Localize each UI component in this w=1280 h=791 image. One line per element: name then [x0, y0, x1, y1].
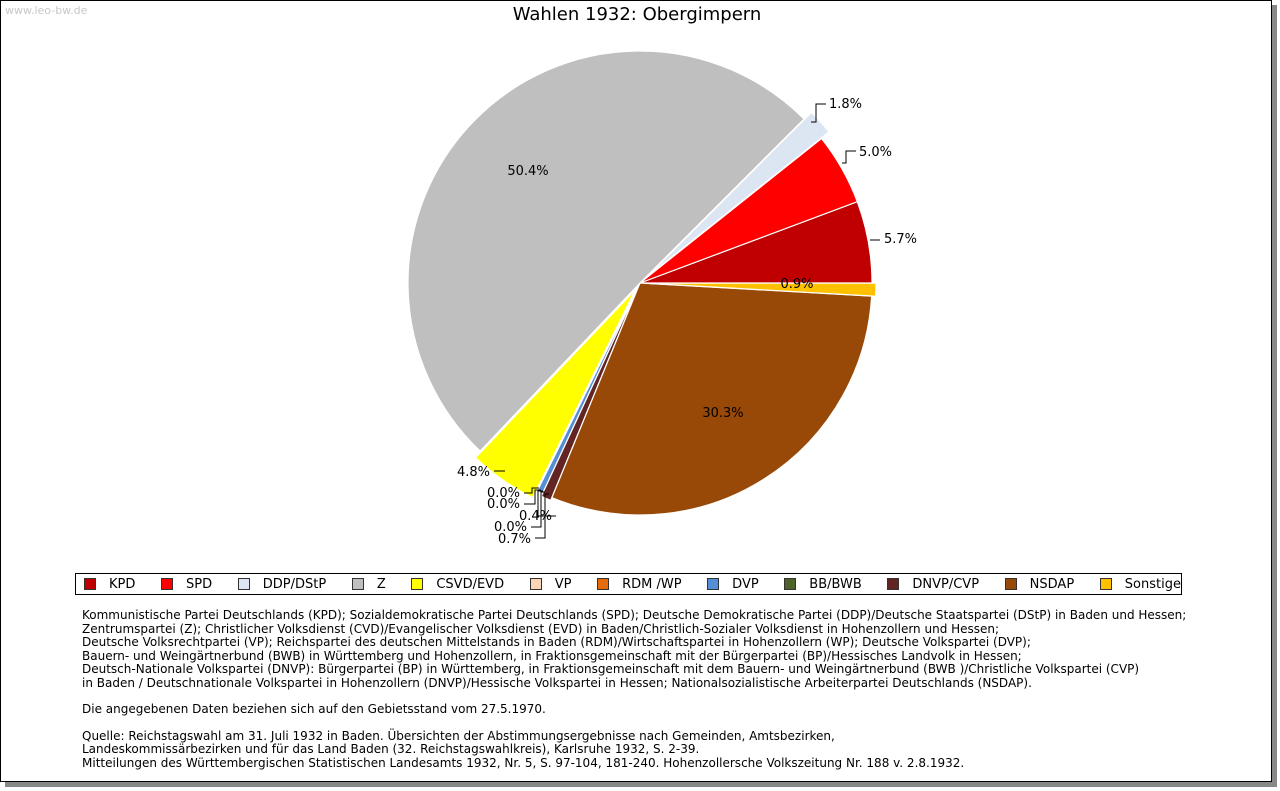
legend-label-vp: VP: [554, 576, 572, 592]
legend-label-z: Z: [376, 576, 386, 592]
note-parties-1: Kommunistische Partei Deutschlands (KPD)…: [82, 608, 1187, 622]
legend-label-dvp: DVP: [732, 576, 759, 592]
legend-label-kpd: KPD: [109, 576, 136, 592]
chart-title: Wahlen 1932: Obergimpern: [512, 4, 762, 25]
legend-label-ddp-dstp: DDP/DStP: [262, 576, 327, 592]
note-parties-6: in Baden / Deutschnationale Volkspartei …: [82, 675, 1032, 690]
data-label-kpd: 5.7%: [884, 232, 917, 247]
slice-spd: [639, 137, 859, 284]
legend-item-csvd-evd: CSVD/EVD: [411, 577, 504, 592]
note-source-3: Mitteilungen des Württembergischen Stati…: [82, 755, 965, 770]
legend-swatch-vp: [529, 578, 542, 590]
legend-swatch-z: [351, 578, 364, 590]
slice-ddp-dstp: [647, 111, 830, 277]
leader-line-vp: [524, 487, 539, 494]
leader-line-rdm-wp: [524, 489, 541, 505]
legend-swatch-bb-bwb: [784, 578, 797, 590]
legend-swatch-ddp-dstp: [237, 578, 250, 590]
data-label-ddp-dstp: 1.8%: [829, 97, 862, 112]
data-label-vp: 0.0%: [487, 486, 520, 501]
legend-swatch-spd: [161, 578, 173, 590]
legend-item-nsdap: NSDAP: [1004, 576, 1075, 592]
legend-item-vp: VP: [529, 576, 572, 592]
data-label-z: 50.4%: [507, 164, 548, 179]
note-parties-3: Deutsche Volksrechtpartei (VP); Reichspa…: [82, 635, 1031, 649]
leader-line-dnvp-cvp: [535, 493, 549, 539]
leader-line-spd: [842, 150, 856, 164]
data-label-nsdap: 30.3%: [702, 406, 743, 421]
leader-line-bb-bwb: [531, 491, 545, 528]
leader-line-dvp: [537, 490, 556, 517]
legend-label-dnvp-cvp: DNVP/CVP: [912, 576, 980, 592]
legend-swatch-dnvp-cvp: [887, 578, 900, 590]
data-label-csvd-evd: 4.8%: [457, 465, 490, 480]
legend-item-dnvp-cvp: DNVP/CVP: [887, 577, 979, 592]
note-territory: Die angegebenen Daten beziehen sich auf …: [82, 702, 546, 716]
note-source-1: Quelle: Reichstagswahl am 31. Juli 1932 …: [82, 728, 835, 743]
legend-item-kpd: KPD: [84, 577, 135, 592]
legend-label-sonstige: Sonstige: [1124, 576, 1181, 592]
watermark: www.leo-bw.de: [5, 4, 88, 17]
legend-label-rdm-wp: RDM /WP: [622, 576, 682, 592]
legend-swatch-sonstige: [1099, 578, 1112, 590]
data-label-dvp: 0.4%: [519, 509, 552, 524]
note-parties-4: Bauern- und Weingärtnerbund (BWB) in Wür…: [82, 648, 1022, 663]
legend-swatch-nsdap: [1004, 578, 1017, 590]
slice-sonstige: [643, 282, 877, 297]
note-parties-5: Deutsch-Nationale Volkspartei (DNVP): Bü…: [82, 662, 1140, 676]
slice-z: [407, 50, 805, 452]
legend-item-ddp-dstp: DDP/DStP: [237, 576, 327, 592]
legend: KPD SPD DDP/DStP Z CSVD/EVD VP RDM /WP DVP BB/BW…: [75, 573, 1182, 595]
slice-nsdap: [551, 282, 873, 516]
data-label-spd: 5.0%: [859, 145, 892, 160]
legend-item-dvp: DVP: [707, 577, 759, 592]
legend-item-spd: SPD: [161, 577, 212, 592]
legend-swatch-kpd: [84, 578, 96, 590]
legend-item-sonstige: Sonstige: [1099, 576, 1181, 592]
data-label-dnvp-cvp: 0.7%: [498, 532, 531, 547]
data-label-sonstige: 0.9%: [780, 277, 813, 292]
legend-label-nsdap: NSDAP: [1029, 576, 1075, 592]
note-parties-2: Zentrumspartei (Z); Christlicher Volksdi…: [82, 621, 1000, 636]
legend-swatch-rdm-wp: [597, 578, 610, 590]
slice-csvd-evd: [474, 289, 636, 499]
legend-label-csvd-evd: CSVD/EVD: [436, 576, 505, 592]
legend-item-bb-bwb: BB/BWB: [784, 576, 862, 592]
notes: Kommunistische Partei Deutschlands (KPD)…: [82, 608, 1242, 770]
legend-label-bb-bwb: BB/BWB: [809, 576, 862, 592]
legend-item-rdm-wp: RDM /WP: [597, 576, 682, 592]
note-source-2: Landeskommissärbezirken und für das Land…: [82, 742, 700, 756]
legend-swatch-csvd-evd: [411, 578, 424, 590]
legend-swatch-dvp: [707, 578, 720, 590]
data-label-rdm-wp: 0.0%: [487, 497, 520, 512]
leader-line-ddp-dstp: [811, 103, 826, 123]
legend-item-z: Z: [351, 576, 386, 592]
legend-label-spd: SPD: [186, 576, 213, 592]
pie-chart: 5.7%5.0%1.8%50.4%4.8%0.0%0.0%0.4%0.0%0.7…: [407, 50, 917, 547]
data-label-bb-bwb: 0.0%: [494, 520, 527, 535]
